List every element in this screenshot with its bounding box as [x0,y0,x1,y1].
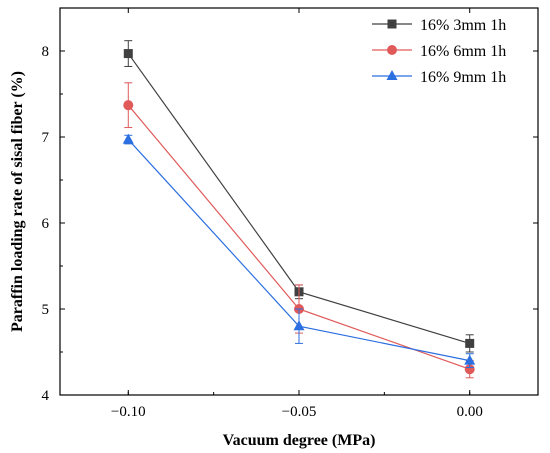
data-point [464,364,475,375]
series-layer [122,40,476,379]
data-point [123,100,134,111]
y-tick-label: 6 [42,216,50,232]
y-tick-label: 8 [42,44,50,60]
axes: −0.10 −0.05 0.00 4 5 6 7 8 [42,7,539,420]
legend-marker [387,19,397,29]
legend-entry: 16% 6mm 1h [420,43,506,60]
legend-marker [387,45,397,55]
data-point [123,49,133,59]
data-point [464,354,476,365]
legend-entry: 16% 9mm 1h [420,69,506,86]
x-tick-label: 0.00 [457,404,483,420]
y-axis-label: Paraffin loading rate of sisal fiber (%) [9,71,26,332]
x-tick-label: −0.05 [282,404,317,420]
data-point [122,133,134,144]
y-tick-label: 7 [42,130,50,146]
y-tick-label: 4 [42,388,50,404]
data-point [465,338,475,348]
legend-entry: 16% 3mm 1h [420,17,506,34]
x-axis-label: Vacuum degree (MPa) [223,432,376,449]
legend: 16% 3mm 1h 16% 6mm 1h 16% 9mm 1h [372,17,506,86]
legend-marker [386,70,398,80]
y-tick-label: 5 [42,302,50,318]
x-tick-label: −0.10 [111,404,146,420]
series-triangle [122,133,476,368]
data-point [293,320,305,331]
